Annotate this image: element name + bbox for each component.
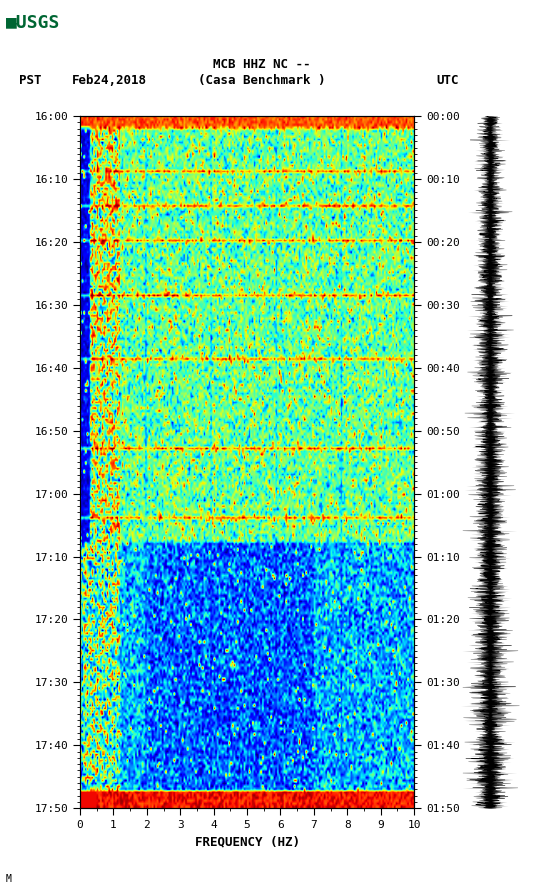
X-axis label: FREQUENCY (HZ): FREQUENCY (HZ) <box>194 836 300 848</box>
Text: UTC: UTC <box>436 73 459 87</box>
Text: Feb24,2018: Feb24,2018 <box>72 73 147 87</box>
Text: ■USGS: ■USGS <box>6 13 60 31</box>
Text: PST: PST <box>19 73 42 87</box>
Text: (Casa Benchmark ): (Casa Benchmark ) <box>199 73 326 87</box>
Text: MCB HHZ NC --: MCB HHZ NC -- <box>214 58 311 71</box>
Text: M: M <box>6 874 12 884</box>
